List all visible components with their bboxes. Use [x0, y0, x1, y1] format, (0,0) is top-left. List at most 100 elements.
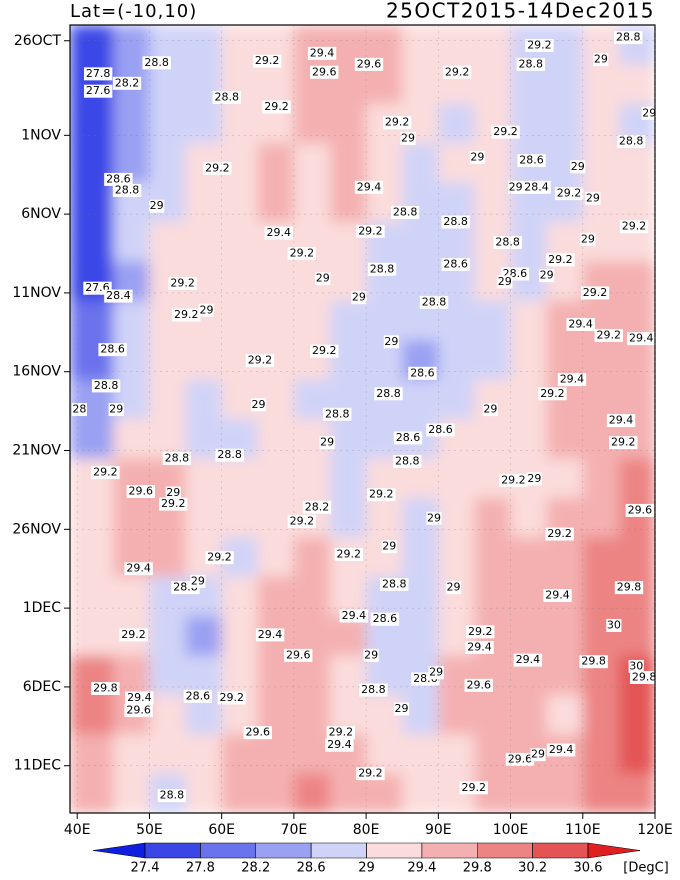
- contour-label: 30: [607, 618, 621, 631]
- contour-label: 29.6: [628, 503, 653, 516]
- cell: [438, 143, 475, 184]
- contour-label: 29.4: [467, 641, 492, 654]
- contour-label-box: [516, 57, 545, 71]
- cell: [510, 340, 548, 381]
- cell: [221, 773, 259, 813]
- contour-label: 29.4: [266, 226, 291, 239]
- contour-label-box: [119, 628, 148, 642]
- cell: [330, 616, 367, 656]
- contour-label-box: [393, 702, 410, 716]
- contour-label-box: [198, 303, 215, 317]
- contour-label: 29.2: [493, 125, 518, 138]
- contour-label-box: [629, 670, 655, 684]
- x-tick-label: 40E: [64, 822, 91, 838]
- x-tick-label: 70E: [281, 822, 308, 838]
- contour-label: 28.8: [382, 577, 407, 590]
- contour-label: 28.8: [217, 448, 242, 461]
- y-tick-label: 1DEC: [23, 600, 62, 616]
- cell: [618, 734, 655, 775]
- cell: [402, 143, 439, 184]
- contour-label-box: [499, 473, 528, 487]
- cell: [366, 497, 403, 538]
- cell: [113, 497, 150, 538]
- contour-label: 29.6: [246, 726, 271, 739]
- cell: [257, 773, 295, 813]
- cell: [618, 773, 655, 813]
- cell: [113, 576, 150, 617]
- contour-label: 29.2: [468, 625, 493, 638]
- contour-label: 29: [395, 702, 409, 715]
- cell: [474, 25, 512, 65]
- contour-label: 29: [401, 131, 415, 144]
- cell: [293, 655, 331, 696]
- contour-label-box: [356, 224, 385, 238]
- contour-label-box: [459, 781, 488, 795]
- colorbar-label: 29: [358, 861, 375, 876]
- cell: [149, 222, 187, 262]
- colorbar-label: 29.4: [407, 861, 436, 876]
- contour-label: 29: [509, 180, 523, 193]
- cell: [293, 773, 331, 813]
- contour-label: 29.4: [357, 180, 382, 193]
- cell: [438, 103, 475, 144]
- contour-label: 29.2: [290, 247, 315, 260]
- cell: [293, 694, 331, 735]
- contour-label: 29.4: [342, 609, 367, 622]
- contour-label: 29.2: [527, 38, 552, 51]
- contour-label-box: [125, 691, 154, 705]
- cell: [221, 261, 259, 302]
- contour-label-box: [580, 232, 596, 246]
- contour-label: 29: [498, 275, 512, 288]
- cell: [510, 537, 548, 578]
- colorbar-swatch: [200, 842, 256, 859]
- cell: [221, 25, 259, 65]
- contour-label: 29.6: [357, 57, 382, 70]
- contour-label: 28.8: [165, 451, 190, 464]
- cell: [546, 103, 584, 144]
- x-tick-label: 120E: [637, 822, 673, 838]
- contour-label: 28.6: [428, 423, 453, 436]
- contour-label-box: [108, 403, 124, 417]
- contour-label: 28.8: [443, 215, 468, 228]
- contour-label-box: [393, 431, 423, 445]
- contour-label: 29: [642, 106, 656, 119]
- contour-label-box: [112, 183, 142, 197]
- cell: [618, 616, 655, 656]
- cell: [438, 734, 475, 775]
- cell: [366, 773, 403, 813]
- contour-label: 29.2: [205, 161, 230, 174]
- contour-label-box: [262, 100, 291, 114]
- contour-label: 29.2: [557, 187, 582, 200]
- contour-label: 29.4: [310, 46, 335, 59]
- contour-label: 29.6: [286, 648, 311, 661]
- contour-label: 28.8: [395, 455, 420, 468]
- contour-label-box: [538, 387, 567, 401]
- contour-label: 29.2: [312, 344, 337, 357]
- cell: [70, 773, 114, 813]
- cell: [185, 222, 223, 262]
- cell: [618, 537, 655, 578]
- contour-label-box: [326, 726, 356, 740]
- contour-label-box: [441, 215, 470, 229]
- contour-label: 29: [364, 648, 378, 661]
- axes: 40E 50E 60E 70E 80E 90E 100E 110E 120E 26OCT 1NOV 6…: [12, 25, 673, 838]
- contour-label-box: [243, 726, 272, 740]
- contour-label: 30: [629, 659, 643, 672]
- x-tick-label: 100E: [493, 822, 529, 838]
- cell: [510, 694, 548, 735]
- contour-label-box: [252, 54, 282, 68]
- contour-label: 29: [166, 486, 180, 499]
- contour-label: 29: [586, 191, 600, 204]
- cell: [582, 773, 620, 813]
- cell: [70, 497, 114, 538]
- cell: [546, 537, 584, 578]
- cell: [330, 300, 367, 341]
- cell: [438, 379, 475, 420]
- contour-label-box: [517, 154, 546, 168]
- contour-label-box: [522, 180, 551, 194]
- contour-label-box: [91, 681, 120, 695]
- cell: [257, 419, 295, 459]
- contour-label-box: [526, 472, 542, 486]
- contour-label-box: [315, 272, 331, 286]
- contour-label: 29.2: [461, 781, 486, 794]
